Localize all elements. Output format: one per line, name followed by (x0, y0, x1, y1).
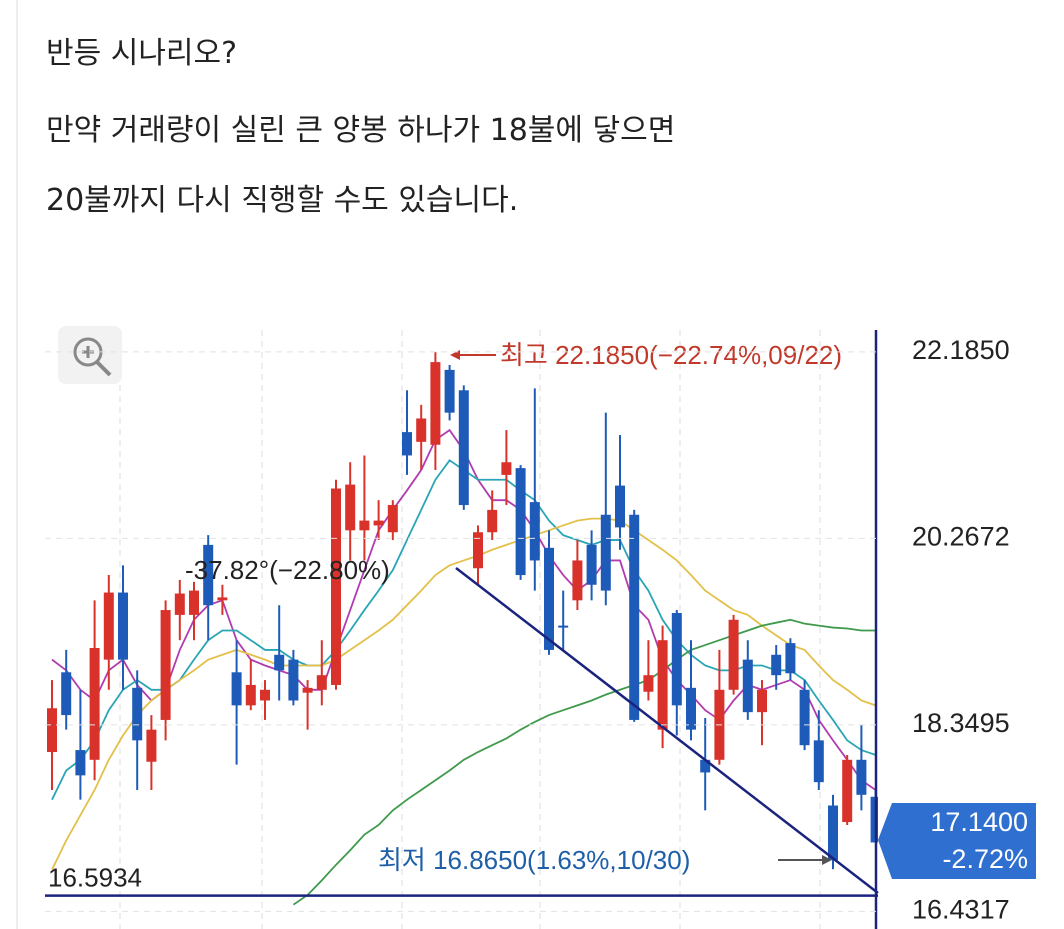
candle-body (89, 647, 100, 760)
candle-body (302, 687, 313, 693)
candle-body (174, 593, 185, 615)
candle-body (572, 560, 583, 601)
min-line-label: 16.5934 (48, 862, 142, 892)
candle-body (402, 432, 412, 456)
high-annotation: 최고 22.1850(−22.74%,09/22) (500, 340, 842, 370)
candle-body (558, 625, 569, 628)
moving-average (292, 618, 876, 906)
candle-body (544, 547, 554, 650)
low-annotation: 최저 16.8650(1.63%,10/30) (378, 845, 690, 875)
candle-body (515, 468, 526, 576)
y-tick-label: 18.3495 (912, 708, 1010, 738)
candle-body (189, 590, 199, 615)
candle-body (813, 740, 824, 783)
candle-body (657, 640, 668, 730)
moving-average (51, 459, 876, 801)
candle-body (132, 687, 143, 741)
candle-body (700, 759, 711, 773)
candle-body (842, 759, 853, 823)
candle-body (316, 675, 327, 690)
candle-body (600, 514, 611, 591)
candle-body (345, 484, 356, 531)
candle-body (217, 597, 228, 601)
paragraph: 20불까지 다시 직행할 수도 있습니다. (46, 183, 519, 218)
y-tick-label: 22.1850 (912, 335, 1010, 365)
candle-body (288, 659, 299, 701)
candle-body (260, 689, 270, 701)
candle-body (359, 520, 370, 531)
candle-body (742, 659, 753, 713)
candle-body (458, 390, 469, 506)
candle-body (501, 462, 512, 475)
trend-annotation: -37.82°(−22.80%) (185, 555, 390, 585)
candle-body (47, 708, 57, 753)
candle-body (615, 485, 625, 528)
y-tick-label: 20.2672 (912, 521, 1010, 551)
left-border (16, 0, 18, 929)
zoom-icon[interactable] (58, 326, 122, 384)
candle-body (785, 643, 796, 674)
candle-body (686, 687, 696, 730)
candle-body (118, 592, 128, 660)
candle-body (586, 544, 597, 585)
candle-body (671, 612, 682, 706)
price-box (878, 803, 1036, 879)
paragraph: 반등 시나리오? (46, 36, 238, 71)
candle-body (728, 619, 739, 690)
low-arrow-head (822, 855, 832, 865)
candle-body (828, 805, 838, 860)
candle-body (643, 675, 654, 692)
candle-body (416, 418, 427, 442)
candle-body (331, 488, 341, 685)
last-change: -2.72% (942, 844, 1028, 874)
candle-body (203, 544, 214, 606)
vertical-grid (119, 330, 821, 929)
last-price: 17.1400 (930, 807, 1028, 837)
candle-body (373, 520, 384, 526)
candle-body (160, 610, 171, 720)
candle-body (387, 505, 398, 533)
candle-body (870, 796, 878, 843)
candle-body (444, 369, 455, 413)
trend-line (455, 567, 879, 894)
candle-body (856, 759, 867, 795)
candle-body (245, 684, 256, 706)
candle-body (529, 502, 540, 561)
candle-body (430, 362, 441, 445)
candle-body (629, 514, 640, 720)
candle-body (473, 532, 483, 569)
candle-body (799, 689, 810, 746)
candle-body (75, 750, 86, 776)
candle-body (61, 672, 72, 716)
candle-body (103, 592, 114, 660)
candle-body (771, 654, 782, 676)
high-arrow-head (450, 350, 460, 360)
candle-body (274, 654, 285, 671)
candle-body (146, 729, 157, 762)
y-tick-label: 16.4317 (912, 894, 1010, 924)
paragraph: 만약 거래량이 실린 큰 양봉 하나가 18불에 닿으면 (46, 113, 676, 148)
candle-body (757, 689, 767, 713)
candle-body (231, 672, 242, 706)
candle-body (487, 509, 498, 533)
moving-average (51, 517, 876, 871)
